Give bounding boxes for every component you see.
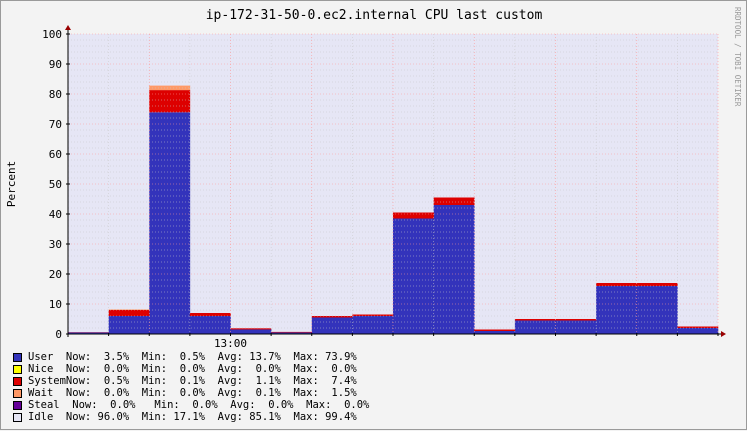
y-tick-label: 90 <box>49 58 62 71</box>
y-tick-label: 100 <box>42 28 62 41</box>
area-system-8 <box>393 213 434 219</box>
legend: User Now: 3.5% Min: 0.5% Avg: 13.7% Max:… <box>13 351 369 423</box>
area-user-15 <box>677 328 718 334</box>
legend-entry-nice: Nice Now: 0.0% Min: 0.0% Avg: 0.0% Max: … <box>13 363 369 375</box>
area-system-7 <box>352 315 393 317</box>
legend-swatch <box>13 401 22 410</box>
area-user-3 <box>190 316 231 334</box>
area-user-2 <box>149 112 190 334</box>
y-axis-label: Percent <box>5 161 18 207</box>
area-user-12 <box>556 321 597 335</box>
x-axis-arrow <box>721 331 726 337</box>
area-system-12 <box>556 319 597 321</box>
legend-swatch <box>13 353 22 362</box>
area-user-4 <box>231 330 272 335</box>
legend-text: User Now: 3.5% Min: 0.5% Avg: 13.7% Max:… <box>28 351 357 363</box>
area-system-1 <box>109 310 150 316</box>
x-tick-label: 13:00 <box>214 337 247 350</box>
legend-entry-wait: Wait Now: 0.0% Min: 0.0% Avg: 0.1% Max: … <box>13 387 369 399</box>
legend-swatch <box>13 365 22 374</box>
y-tick-label: 0 <box>55 328 62 341</box>
area-system-10 <box>474 330 515 332</box>
y-tick-label: 80 <box>49 88 62 101</box>
legend-text: Idle Now: 96.0% Min: 17.1% Avg: 85.1% Ma… <box>28 411 357 423</box>
area-system-3 <box>190 313 231 316</box>
area-system-13 <box>596 283 637 286</box>
area-user-1 <box>109 316 150 334</box>
legend-swatch <box>13 377 22 386</box>
chart-title: ip-172-31-50-0.ec2.internal CPU last cus… <box>206 8 543 23</box>
legend-text: Steal Now: 0.0% Min: 0.0% Avg: 0.0% Max:… <box>28 399 369 411</box>
y-tick-label: 40 <box>49 208 62 221</box>
legend-entry-idle: Idle Now: 96.0% Min: 17.1% Avg: 85.1% Ma… <box>13 411 369 423</box>
area-user-6 <box>312 318 353 335</box>
legend-text: Wait Now: 0.0% Min: 0.0% Avg: 0.1% Max: … <box>28 387 357 399</box>
legend-text: Nice Now: 0.0% Min: 0.0% Avg: 0.0% Max: … <box>28 363 357 375</box>
rrdtool-watermark: RRDTOOL / TOBI OETIKER <box>733 7 742 107</box>
area-user-9 <box>434 205 475 334</box>
area-system-4 <box>231 328 272 329</box>
legend-text: SystemNow: 0.5% Min: 0.1% Avg: 1.1% Max:… <box>28 375 357 387</box>
y-tick-label: 50 <box>49 178 62 191</box>
y-axis-arrow <box>65 25 71 30</box>
area-user-8 <box>393 219 434 335</box>
legend-entry-system: SystemNow: 0.5% Min: 0.1% Avg: 1.1% Max:… <box>13 375 369 387</box>
area-system-5 <box>271 332 312 333</box>
legend-entry-steal: Steal Now: 0.0% Min: 0.0% Avg: 0.0% Max:… <box>13 399 369 411</box>
y-tick-label: 70 <box>49 118 62 131</box>
y-tick-label: 60 <box>49 148 62 161</box>
area-system-2 <box>149 90 190 112</box>
y-tick-label: 30 <box>49 238 62 251</box>
area-user-11 <box>515 321 556 335</box>
area-system-11 <box>515 319 556 321</box>
y-tick-label: 10 <box>49 298 62 311</box>
area-system-9 <box>434 198 475 206</box>
y-tick-label: 20 <box>49 268 62 281</box>
legend-swatch <box>13 413 22 422</box>
area-user-7 <box>352 316 393 334</box>
legend-swatch <box>13 389 22 398</box>
legend-entry-user: User Now: 3.5% Min: 0.5% Avg: 13.7% Max:… <box>13 351 369 363</box>
area-system-14 <box>637 283 678 286</box>
